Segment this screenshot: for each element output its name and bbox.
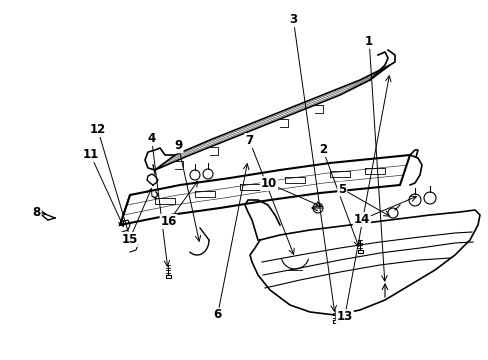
- Text: 12: 12: [89, 123, 106, 136]
- Text: 3: 3: [289, 13, 297, 26]
- Polygon shape: [249, 210, 479, 315]
- Text: 4: 4: [147, 132, 155, 145]
- Polygon shape: [155, 65, 389, 170]
- Text: 10: 10: [260, 177, 277, 190]
- Text: 15: 15: [121, 233, 138, 246]
- Text: 6: 6: [213, 309, 221, 321]
- Text: 11: 11: [82, 148, 99, 161]
- Text: 16: 16: [160, 215, 177, 228]
- Circle shape: [391, 210, 397, 216]
- Polygon shape: [120, 155, 409, 225]
- Text: 2: 2: [318, 143, 326, 156]
- Text: 7: 7: [245, 134, 253, 147]
- Text: 1: 1: [365, 35, 372, 48]
- Text: 8: 8: [33, 206, 41, 219]
- Text: 5: 5: [338, 183, 346, 195]
- Text: 14: 14: [353, 213, 369, 226]
- Text: 13: 13: [336, 310, 352, 323]
- Text: 9: 9: [174, 139, 182, 152]
